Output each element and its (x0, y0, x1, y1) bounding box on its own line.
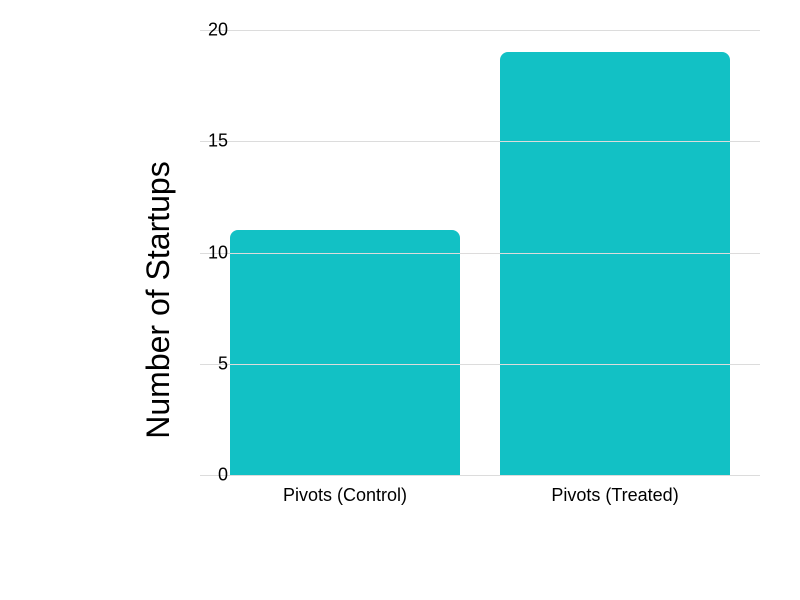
x-tick-label: Pivots (Control) (283, 485, 407, 506)
gridline (200, 475, 760, 476)
bar-chart: Number of Startups Pivots (Control)Pivot… (0, 0, 800, 600)
x-axis-labels: Pivots (Control) Pivots (Treated) (200, 485, 760, 515)
bar (230, 230, 460, 475)
y-axis-label: Number of Startups (140, 161, 177, 438)
gridline (200, 364, 760, 365)
y-tick-label: 0 (188, 465, 228, 486)
y-tick-label: 15 (188, 131, 228, 152)
y-tick-label: 5 (188, 353, 228, 374)
y-tick-label: 10 (188, 242, 228, 263)
x-tick-label: Pivots (Treated) (551, 485, 678, 506)
gridline (200, 141, 760, 142)
bar (500, 52, 730, 475)
y-tick-label: 20 (188, 20, 228, 41)
plot-area (200, 30, 760, 475)
gridline (200, 253, 760, 254)
gridline (200, 30, 760, 31)
